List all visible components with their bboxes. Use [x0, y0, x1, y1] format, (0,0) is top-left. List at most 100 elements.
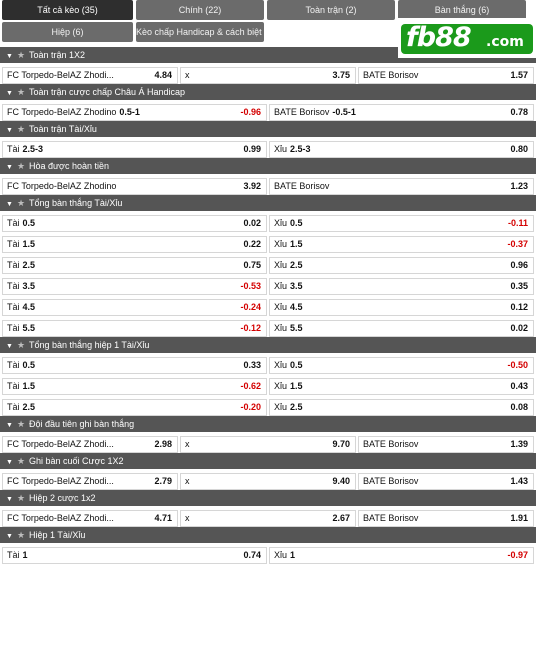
odds-value: 2.98 [154, 439, 172, 449]
odds-cell[interactable]: Tài 3.5 -0.53 [2, 278, 267, 295]
market-header[interactable]: ▼ ★ Hòa được hoàn tiền [0, 158, 536, 174]
chevron-down-icon[interactable]: ▼ [6, 459, 13, 466]
odds-cell[interactable]: Xỉu 5.5 0.02 [269, 320, 534, 337]
odds-cell[interactable]: Xỉu 0.5 -0.50 [269, 357, 534, 374]
star-icon[interactable]: ★ [16, 493, 26, 503]
market-header[interactable]: ▼ ★ Hiệp 2 cược 1x2 [0, 490, 536, 506]
odds-cell[interactable]: BATE Borisov 1.91 [358, 510, 534, 527]
odds-cell[interactable]: FC Torpedo-BelAZ Zhodi... 2.79 [2, 473, 178, 490]
star-icon[interactable]: ★ [16, 198, 26, 208]
odds-cell[interactable]: Tài 1.5 -0.62 [2, 378, 267, 395]
selection-name: FC Torpedo-BelAZ Zhodino [7, 179, 116, 194]
odds-cell[interactable]: BATE Borisov 1.43 [358, 473, 534, 490]
odds-cell[interactable]: Tài 0.5 0.33 [2, 357, 267, 374]
star-icon[interactable]: ★ [16, 456, 26, 466]
odds-cell[interactable]: Tài 2.5 0.75 [2, 257, 267, 274]
tab-goals[interactable]: Bàn thắng (6) [398, 0, 526, 20]
odds-row: Tài 1.5 -0.62 Xỉu 1.5 0.43 [0, 378, 536, 395]
selection-label: Xỉu [274, 302, 288, 312]
market-section: ▼ ★ Toàn trận cược chấp Châu Á Handicap FC … [0, 84, 536, 121]
chevron-down-icon[interactable]: ▼ [6, 496, 13, 503]
star-icon[interactable]: ★ [16, 161, 26, 171]
star-icon[interactable]: ★ [16, 530, 26, 540]
selection-label: x [185, 513, 190, 523]
odds-cell[interactable]: Xỉu 4.5 0.12 [269, 299, 534, 316]
tab-main[interactable]: Chính (22) [136, 0, 264, 20]
odds-cell[interactable]: Xỉu 1.5 0.43 [269, 378, 534, 395]
selection-name: Tài 5.5 [7, 321, 35, 336]
tab-halves[interactable]: Hiệp (6) [2, 22, 133, 42]
tab-full-match[interactable]: Toàn trận (2) [267, 0, 395, 20]
odds-cell[interactable]: Tài 1.5 0.22 [2, 236, 267, 253]
handicap-line: 5.5 [290, 323, 303, 333]
odds-cell[interactable]: x 2.67 [180, 510, 356, 527]
selection-name: Xỉu 2.5 [274, 258, 303, 273]
market-header[interactable]: ▼ ★ Hiệp 1 Tài/Xỉu [0, 527, 536, 543]
odds-cell[interactable]: Xỉu 1.5 -0.37 [269, 236, 534, 253]
odds-cell[interactable]: Tài 4.5 -0.24 [2, 299, 267, 316]
star-icon[interactable]: ★ [16, 124, 26, 134]
odds-value: -0.62 [240, 381, 261, 391]
odds-cell[interactable]: Xỉu 2.5 0.96 [269, 257, 534, 274]
chevron-down-icon[interactable]: ▼ [6, 343, 13, 350]
odds-cell[interactable]: FC Torpedo-BelAZ Zhodi... 4.84 [2, 67, 178, 84]
odds-cell[interactable]: FC Torpedo-BelAZ Zhodino 3.92 [2, 178, 267, 195]
chevron-down-icon[interactable]: ▼ [6, 164, 13, 171]
odds-value: -0.37 [507, 239, 528, 249]
selection-label: Tài [7, 550, 20, 560]
odds-cell[interactable]: BATE Borisov 1.57 [358, 67, 534, 84]
market-header[interactable]: ▼ ★ Toàn trận Tài/Xỉu [0, 121, 536, 137]
odds-cell[interactable]: BATE Borisov 1.39 [358, 436, 534, 453]
odds-cell[interactable]: Tài 5.5 -0.12 [2, 320, 267, 337]
odds-cell[interactable]: FC Torpedo-BelAZ Zhodino 0.5-1 -0.96 [2, 104, 267, 121]
tab-all-markets[interactable]: Tất cả kèo (35) [2, 0, 133, 20]
handicap-line: 5.5 [22, 323, 36, 333]
chevron-down-icon[interactable]: ▼ [6, 422, 13, 429]
odds-cell[interactable]: BATE Borisov 1.23 [269, 178, 534, 195]
star-icon[interactable]: ★ [16, 87, 26, 97]
odds-cell[interactable]: Xỉu 0.5 -0.11 [269, 215, 534, 232]
odds-cell[interactable]: Tài 2.5-3 0.99 [2, 141, 267, 158]
selection-name: FC Torpedo-BelAZ Zhodi... [7, 68, 114, 83]
selection-label: FC Torpedo-BelAZ Zhodi... [7, 439, 114, 449]
odds-cell[interactable]: Tài 1 0.74 [2, 547, 267, 564]
odds-cell[interactable]: x 9.40 [180, 473, 356, 490]
odds-value: 1.43 [510, 476, 528, 486]
star-icon[interactable]: ★ [16, 340, 26, 350]
chevron-down-icon[interactable]: ▼ [6, 201, 13, 208]
odds-cell[interactable]: Xỉu 3.5 0.35 [269, 278, 534, 295]
tab-handicap[interactable]: Kèo chấp Handicap & cách biệt (1) [136, 22, 264, 42]
odds-cell[interactable]: FC Torpedo-BelAZ Zhodi... 2.98 [2, 436, 178, 453]
selection-name: x [185, 511, 190, 526]
odds-cell[interactable]: BATE Borisov -0.5-1 0.78 [269, 104, 534, 121]
market-header[interactable]: ▼ ★ Tổng bàn thắng hiệp 1 Tài/Xỉu [0, 337, 536, 353]
market-section: ▼ ★ Hòa được hoàn tiền FC Torpedo-BelAZ Zho… [0, 158, 536, 195]
odds-cell[interactable]: FC Torpedo-BelAZ Zhodi... 4.71 [2, 510, 178, 527]
market-header[interactable]: ▼ ★ Tổng bàn thắng Tài/Xỉu [0, 195, 536, 211]
odds-cell[interactable]: Xỉu 2.5-3 0.80 [269, 141, 534, 158]
market-header[interactable]: ▼ ★ Toàn trận cược chấp Châu Á Handicap [0, 84, 536, 100]
chevron-down-icon[interactable]: ▼ [6, 90, 13, 97]
odds-cell[interactable]: Tài 2.5 -0.20 [2, 399, 267, 416]
selection-label: BATE Borisov [363, 513, 419, 523]
odds-value: 0.33 [243, 360, 261, 370]
star-icon[interactable]: ★ [16, 50, 26, 60]
market-header[interactable]: ▼ ★ Ghi bàn cuối Cược 1X2 [0, 453, 536, 469]
odds-cell[interactable]: x 9.70 [180, 436, 356, 453]
odds-cell[interactable]: Xỉu 1 -0.97 [269, 547, 534, 564]
selection-label: BATE Borisov [363, 476, 419, 486]
odds-value: 0.80 [510, 144, 528, 154]
market-title: Toàn trận cược chấp Châu Á Handicap [29, 87, 186, 97]
selection-name: BATE Borisov [363, 474, 418, 489]
odds-cell[interactable]: x 3.75 [180, 67, 356, 84]
chevron-down-icon[interactable]: ▼ [6, 53, 13, 60]
odds-cell[interactable]: Xỉu 2.5 0.08 [269, 399, 534, 416]
market-header[interactable]: ▼ ★ Đội đầu tiên ghi bàn thắng [0, 416, 536, 432]
star-icon[interactable]: ★ [16, 419, 26, 429]
odds-value: 0.22 [243, 239, 261, 249]
odds-value: 1.23 [510, 181, 528, 191]
odds-row: FC Torpedo-BelAZ Zhodi... 2.79 x 9.40 BATE B… [0, 473, 536, 490]
odds-cell[interactable]: Tài 0.5 0.02 [2, 215, 267, 232]
chevron-down-icon[interactable]: ▼ [6, 533, 13, 540]
chevron-down-icon[interactable]: ▼ [6, 127, 13, 134]
